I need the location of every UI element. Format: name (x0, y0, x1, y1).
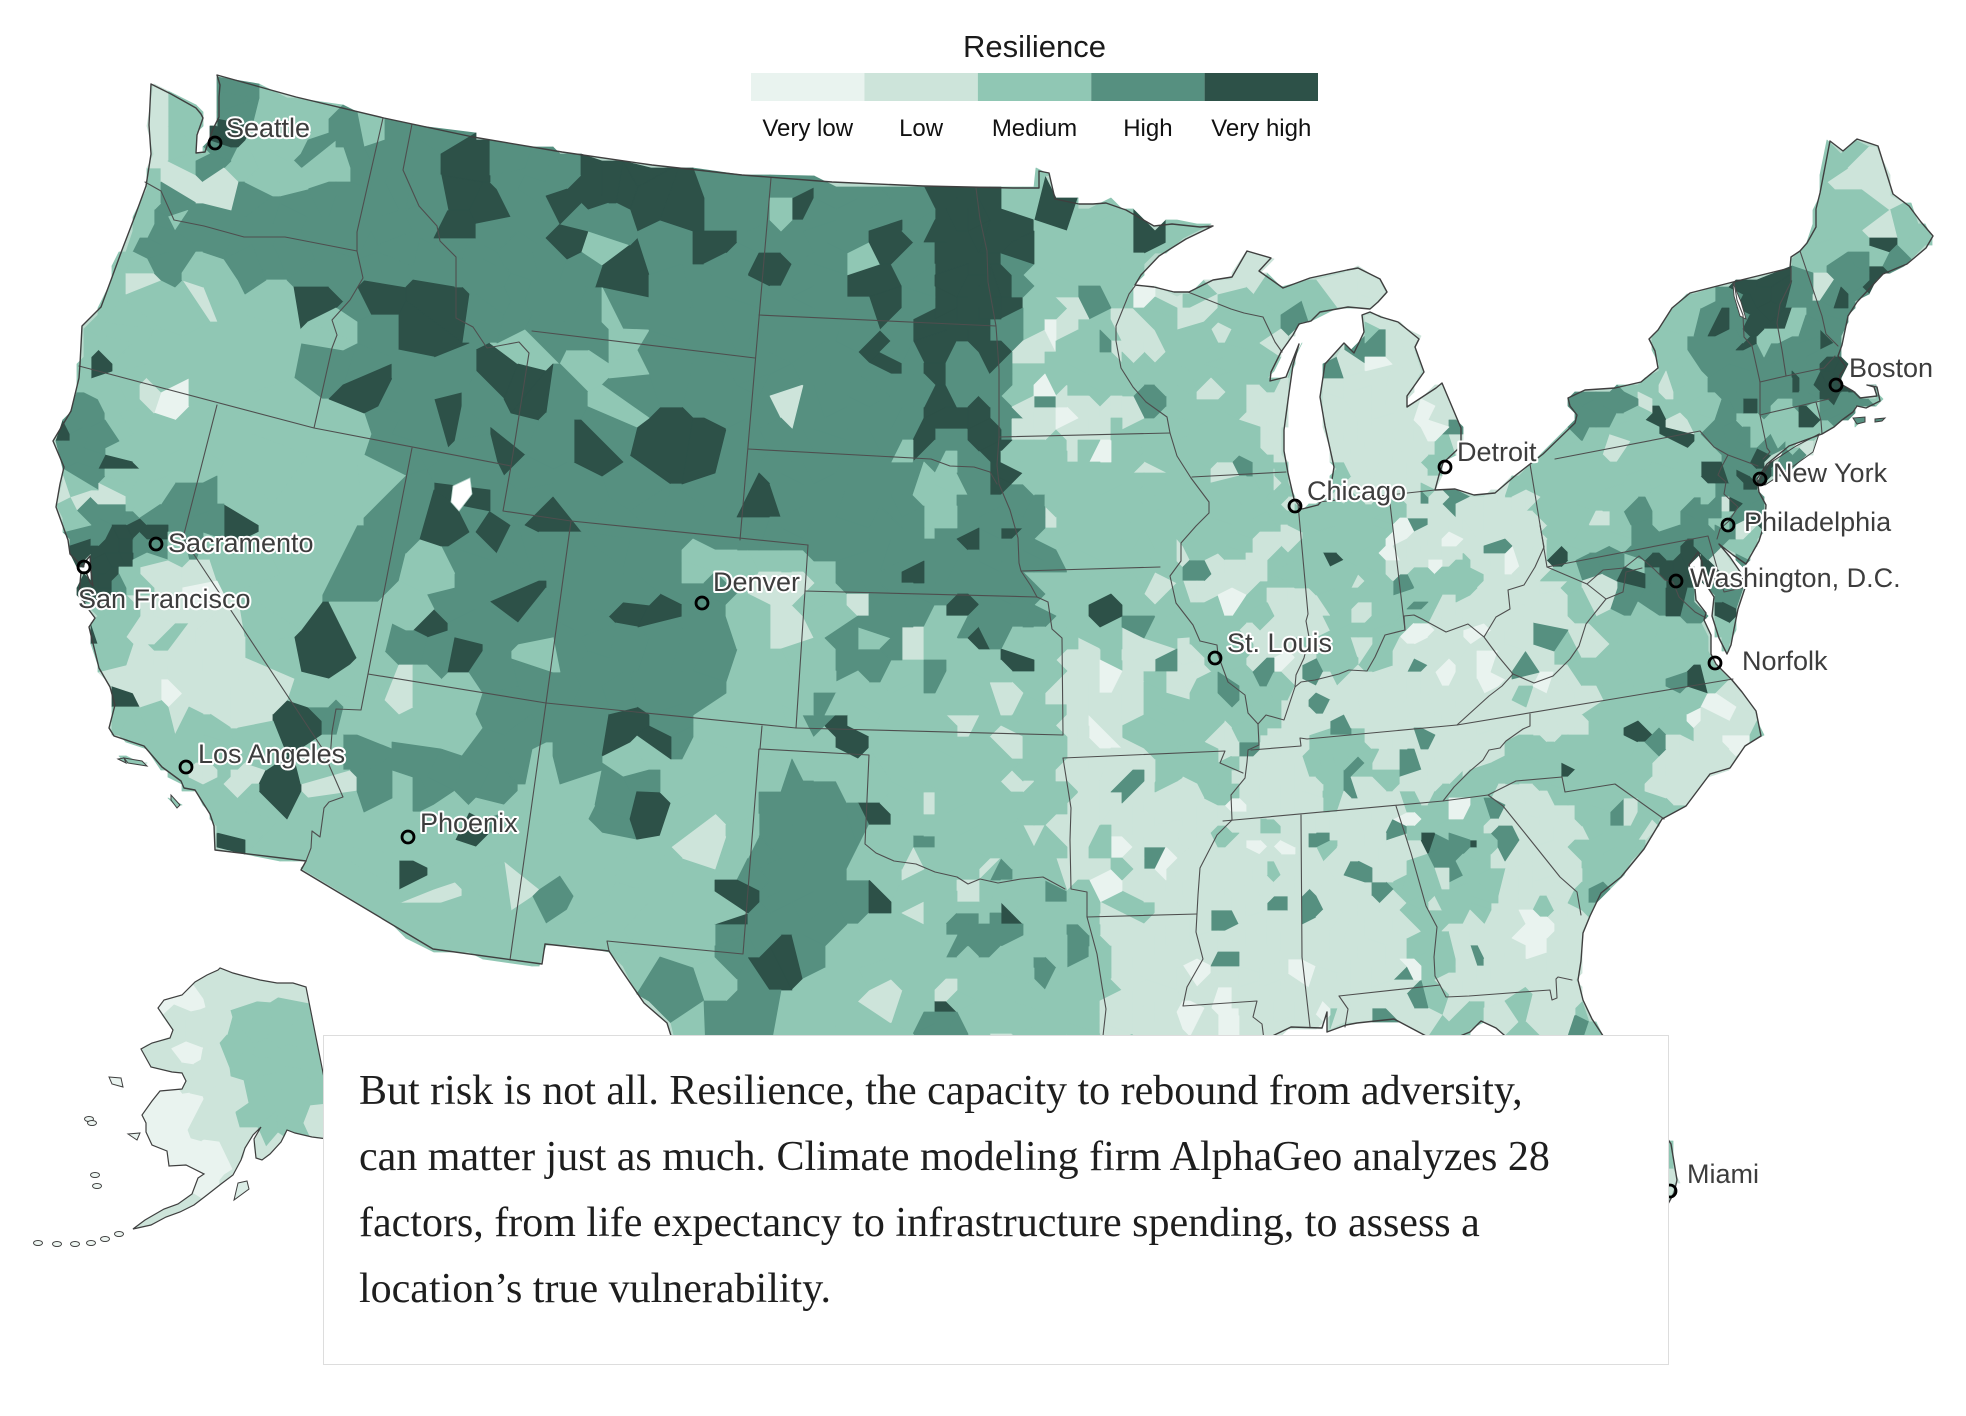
svg-text:St. Louis: St. Louis (1227, 628, 1332, 658)
svg-text:High: High (1123, 115, 1172, 142)
svg-text:Medium: Medium (992, 115, 1077, 142)
svg-text:Washington, D.C.: Washington, D.C. (1690, 563, 1901, 593)
svg-text:Phoenix: Phoenix (420, 808, 518, 838)
svg-text:Philadelphia: Philadelphia (1744, 507, 1892, 537)
svg-text:Los Angeles: Los Angeles (198, 739, 345, 769)
svg-text:Miami: Miami (1687, 1159, 1759, 1189)
svg-text:San Francisco: San Francisco (78, 584, 251, 614)
svg-text:Very low: Very low (762, 115, 853, 142)
svg-text:Seattle: Seattle (226, 113, 310, 143)
svg-text:Boston: Boston (1849, 353, 1933, 383)
svg-text:Denver: Denver (713, 567, 800, 597)
svg-text:Chicago: Chicago (1307, 476, 1406, 506)
svg-text:Low: Low (899, 115, 944, 142)
svg-text:Resilience: Resilience (963, 29, 1106, 64)
svg-text:Very high: Very high (1211, 115, 1311, 142)
svg-text:New York: New York (1773, 458, 1888, 488)
svg-text:Norfolk: Norfolk (1742, 646, 1828, 676)
svg-text:Detroit: Detroit (1457, 437, 1537, 467)
svg-text:Sacramento: Sacramento (168, 528, 314, 558)
